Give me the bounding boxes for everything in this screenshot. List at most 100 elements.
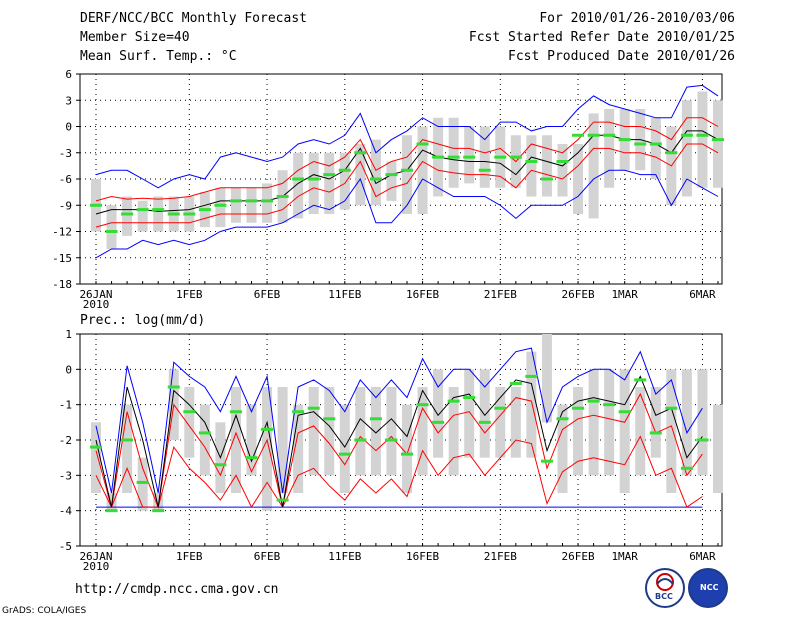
ensemble-box [324,152,335,214]
median-marker [229,410,242,414]
ensemble-box [573,144,584,214]
y-tick-label: 0 [65,363,72,376]
ensemble-box [277,387,288,493]
median-marker [540,177,553,181]
ensemble-box [402,404,412,493]
median-marker [416,142,429,146]
inner-lower-line [95,435,703,509]
ensemble-box [417,126,428,214]
x-tick-label: 1MAR [611,288,638,301]
inner-upper-line [95,392,703,509]
median-marker [136,480,149,484]
ensemble-box [666,369,677,493]
x-tick-label: 26JAN [79,288,112,301]
ensemble-box [464,369,475,458]
forecast-produced-date: Fcst Produced Date 2010/01/26 [508,49,735,64]
ensemble-box [448,387,459,476]
median-marker [634,378,647,382]
median-marker [603,403,616,407]
median-marker [292,177,305,181]
median-marker [665,406,678,410]
outer-upper-line [95,347,703,494]
x-tick-label: 21FEB [484,550,517,563]
median-marker [618,410,631,414]
ensemble-box [262,387,273,511]
x-tick-label: 21FEB [484,288,517,301]
median-marker [292,410,305,414]
x-tick-label: 6FEB [254,550,281,563]
median-marker [385,438,398,442]
median-marker [556,160,569,163]
ensemble-box [417,387,428,476]
ensemble-box [479,369,490,458]
median-marker [136,208,149,212]
y-tick-label: 3 [65,94,72,107]
ensemble-box [386,387,397,476]
median-marker [649,142,662,146]
bcc-logo: BCC [645,568,685,608]
median-marker [587,133,600,137]
median-marker [432,420,445,424]
median-marker [121,212,134,216]
ensemble-box [573,387,584,476]
ensemble-box [153,493,164,511]
median-marker [509,155,522,159]
ensemble-box [650,387,661,458]
median-marker [105,509,118,513]
x-tick-sublabel: 2010 [83,298,110,311]
median-marker [634,142,647,146]
median-marker [354,151,367,155]
median-marker [229,199,242,203]
ensemble-box [713,100,723,188]
ensemble-box [262,183,273,223]
x-tick-label: 16FEB [406,288,439,301]
median-marker [276,498,289,502]
y-tick-label: 6 [65,68,72,81]
median-marker [401,168,413,172]
ensemble-box [153,196,164,232]
median-marker [323,417,336,421]
panel-title: Prec.: log(mm/d) [80,313,205,328]
median-marker [152,208,165,212]
ensemble-box [697,369,708,476]
median-marker [494,406,507,410]
ensemble-box [526,351,537,458]
ensemble-box [635,387,646,476]
median-marker [525,374,538,378]
median-marker [696,438,709,442]
y-tick-label: -6 [59,173,72,186]
ensemble-box [541,334,552,423]
y-tick-label: -15 [52,252,72,265]
median-marker [307,406,320,410]
x-tick-label: 11FEB [328,550,361,563]
median-marker [338,168,351,172]
median-marker [494,155,507,159]
y-tick-label: -18 [52,278,72,291]
median-marker [509,381,522,385]
median-marker [214,463,227,467]
median-marker [556,417,569,421]
ensemble-box [604,369,615,476]
y-tick-label: -2 [59,434,72,447]
median-marker [478,168,491,172]
chart-title: DERF/NCC/BCC Monthly Forecast [80,11,307,26]
ensemble-box [293,152,304,219]
ensemble-box [246,187,257,223]
median-marker [572,133,585,137]
ncc-logo: NCC [688,568,728,608]
ensemble-box [293,404,304,493]
source-url[interactable]: http://cmdp.ncc.cma.gov.cn [75,582,279,597]
ensemble-box [433,369,444,458]
median-marker [603,133,616,137]
ensemble-box [308,152,319,214]
ensemble-box [215,187,226,228]
x-tick-label: 6MAR [689,288,716,301]
bcc-logo-text: BCC [655,592,673,601]
y-tick-label: 0 [65,121,72,134]
x-tick-label: 1FEB [176,550,203,563]
ensemble-box [137,200,148,232]
outer-lower-line [95,169,719,259]
ensemble-box [557,144,568,197]
x-tick-label: 6MAR [689,550,716,563]
